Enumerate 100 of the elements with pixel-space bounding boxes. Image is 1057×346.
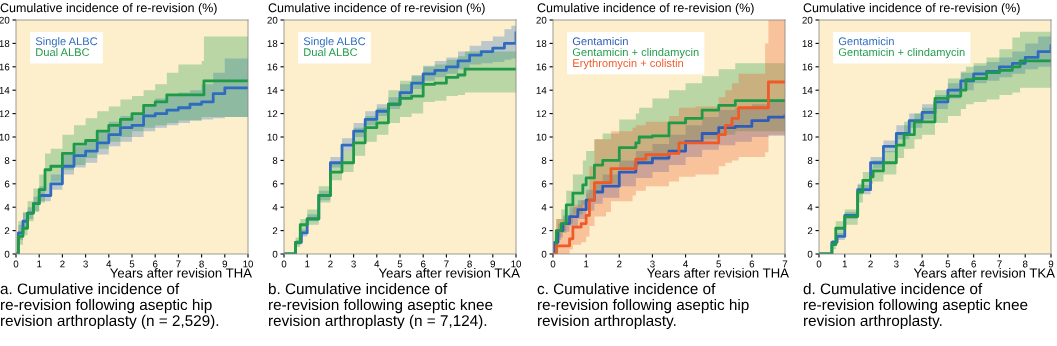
y-tick-label: 8	[541, 157, 547, 165]
y-tick-label: 16	[0, 63, 10, 71]
y-tick-label: 2	[541, 227, 547, 235]
y-tick-label: 6	[272, 180, 278, 188]
y-tick-label: 4	[541, 204, 547, 211]
y-tick-label: 10	[536, 133, 547, 141]
y-tick-label: 10	[802, 133, 813, 141]
y-tick-label: 14	[267, 87, 278, 94]
x-axis-title: Years after revision THA	[110, 268, 252, 278]
x-tick-label: 7	[997, 260, 1002, 268]
x-tick-label: 3	[650, 260, 655, 268]
y-tick-label: 0	[4, 250, 10, 258]
x-tick-label: 1	[584, 260, 589, 268]
x-tick-label: 9	[490, 260, 496, 268]
y-tick-label: 0	[272, 250, 278, 258]
x-tick-label: 6	[749, 260, 755, 268]
y-tick-label: 20	[536, 16, 547, 24]
x-tick-label: 10	[243, 260, 254, 268]
x-tick-label: 5	[945, 260, 951, 268]
x-tick-label: 9	[1048, 260, 1054, 268]
y-tick-label: 8	[4, 157, 10, 165]
x-tick-label: 5	[129, 260, 135, 268]
text: Erythromycin + colistin	[573, 58, 684, 70]
x-tick-label: 6	[971, 260, 976, 268]
text: d. Cumulative incidence of re-revision following aseptic knee revision arthroplasty.	[803, 283, 1028, 330]
x-tick-label: 4	[106, 260, 112, 268]
x-tick-label: 5	[716, 260, 722, 268]
y-tick-label: 20	[802, 16, 813, 24]
text: Gentamicin	[572, 37, 628, 46]
y-tick-label: 2	[272, 227, 278, 235]
y-tick-label: 18	[802, 40, 813, 48]
x-tick-label: 0	[281, 260, 287, 268]
y-tick-label: 4	[807, 204, 813, 211]
y-tick-label: 6	[807, 180, 813, 188]
x-tick-label: 4	[919, 260, 925, 268]
y-tick-label: 4	[272, 204, 278, 211]
x-tick-label: 10	[511, 260, 522, 268]
text: Dual ALBC	[36, 47, 90, 57]
y-tick-label: 2	[807, 227, 813, 235]
x-tick-label: 4	[374, 260, 380, 268]
x-tick-label: 1	[37, 260, 42, 268]
x-tick-label: 6	[420, 260, 426, 268]
x-tick-label: 6	[152, 260, 158, 268]
x-axis-title: Years after revision TKA	[378, 268, 520, 278]
text: Dual ALBC	[304, 47, 358, 57]
text: c. Cumulative incidence of re-revision following aseptic hip revision arthroplasty.	[537, 283, 749, 330]
y-tick-label: 8	[807, 157, 813, 165]
x-tick-label: 1	[842, 260, 848, 268]
chart-title: Cumulative incidence of re-revision (%)	[803, 3, 1020, 15]
y-tick-label: 20	[267, 16, 278, 24]
x-tick-label: 3	[83, 260, 88, 268]
y-tick-label: 12	[267, 110, 278, 118]
x-tick-label: 0	[816, 260, 822, 268]
y-tick-label: 12	[802, 110, 813, 118]
chart-title: Cumulative incidence of re-revision (%)	[0, 3, 217, 15]
y-tick-label: 0	[807, 250, 813, 258]
x-tick-label: 0	[550, 260, 556, 268]
y-tick-label: 16	[267, 63, 278, 71]
y-tick-label: 18	[0, 40, 10, 48]
text: Single ALBC	[35, 37, 98, 48]
x-tick-label: 2	[328, 260, 333, 268]
series-label: Gentamicin + clindamycin	[838, 47, 965, 59]
y-tick-label: 2	[4, 227, 10, 235]
x-tick-label: 1	[305, 260, 310, 268]
chart-title: Cumulative incidence of re-revision (%)	[537, 3, 754, 15]
x-tick-label: 8	[199, 260, 204, 268]
text: a. Cumulative incidence of re-revision following aseptic hip revision arthroplasty (n = 2,529).	[0, 283, 219, 330]
x-tick-label: 2	[868, 260, 873, 268]
text: b. Cumulative incidence of re-revision following aseptic knee revision arthroplasty (n = 7,124).	[268, 283, 493, 330]
text: Gentamicin + clindamycin	[572, 47, 699, 59]
y-tick-label: 6	[541, 180, 547, 188]
y-tick-label: 10	[267, 133, 278, 141]
text: Gentamicin	[838, 37, 894, 46]
x-tick-label: 3	[351, 260, 356, 268]
y-tick-label: 14	[0, 87, 10, 94]
x-tick-label: 3	[894, 260, 899, 268]
y-tick-label: 14	[536, 87, 547, 94]
x-tick-label: 8	[467, 260, 472, 268]
x-tick-label: 9	[222, 260, 228, 268]
x-tick-label: 8	[1022, 260, 1028, 268]
x-axis-title: Years after revision THA	[647, 268, 789, 278]
x-tick-label: 4	[683, 260, 688, 268]
y-tick-label: 16	[802, 63, 813, 71]
y-tick-label: 6	[4, 180, 10, 188]
x-tick-label: 2	[60, 260, 65, 268]
chart-title: Cumulative incidence of re-revision (%)	[268, 3, 485, 15]
x-tick-label: 0	[13, 260, 19, 268]
x-axis-title: Years after revision TKA	[913, 268, 1055, 278]
x-tick-label: 2	[617, 260, 622, 268]
x-tick-label: 7	[444, 260, 449, 268]
text: Single ALBC	[303, 37, 366, 48]
y-tick-label: 10	[0, 133, 10, 141]
x-tick-label: 7	[176, 260, 181, 268]
y-tick-label: 12	[0, 110, 10, 118]
y-tick-label: 14	[802, 87, 813, 94]
y-tick-label: 18	[267, 40, 278, 48]
y-tick-label: 20	[0, 16, 10, 24]
y-tick-label: 16	[536, 63, 547, 71]
x-tick-label: 5	[397, 260, 403, 268]
y-tick-label: 0	[541, 250, 547, 258]
